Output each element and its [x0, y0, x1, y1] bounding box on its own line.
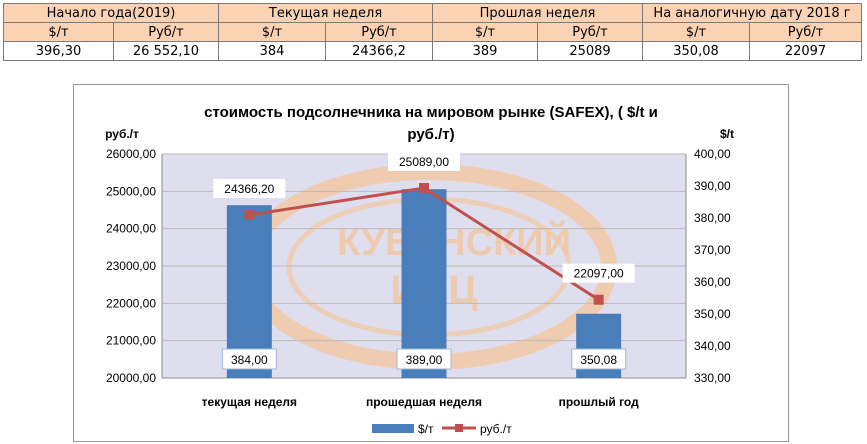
combo-chart: КУБАНСКИЙИАЦ 20000,0021000,0022000,00230… — [105, 104, 734, 436]
header-last-week: Прошлая неделя — [432, 3, 644, 23]
category-axis: текущая неделя прошедшая неделя прошлый го… — [202, 395, 639, 409]
left-tick-label: 22000,00 — [106, 296, 156, 310]
left-tick-label: 21000,00 — [106, 334, 156, 348]
value-cell: 389 — [432, 41, 539, 61]
right-tick-label: 360,00 — [694, 275, 731, 289]
right-tick-label: 380,00 — [694, 211, 731, 225]
table-header-row: Начало года(2019) Текущая неделя Прошлая… — [3, 3, 863, 23]
line-label-box — [213, 178, 286, 198]
bar — [401, 189, 447, 378]
bar-label-box — [396, 348, 452, 370]
category-label: текущая неделя — [202, 395, 297, 409]
header-year-start: Начало года(2019) — [3, 3, 219, 23]
legend-bar-label: $/т — [418, 422, 434, 436]
value-cell: 350,08 — [642, 41, 751, 61]
line-point — [593, 294, 604, 305]
bar-label-box — [571, 348, 627, 370]
unit-cell: $/т — [642, 22, 751, 42]
value-cell: 22097 — [749, 41, 863, 61]
value-cell: 25089 — [537, 41, 644, 61]
unit-cell: $/т — [432, 22, 539, 42]
table-values-row: 396,30 26 552,10 384 24366,2 389 25089 3… — [3, 41, 863, 61]
unit-cell: Руб/т — [537, 22, 644, 42]
bar-data-label: 384,00 — [231, 353, 268, 367]
value-cell: 26 552,10 — [113, 41, 219, 61]
unit-cell: Руб/т — [324, 22, 434, 42]
unit-cell: Руб/т — [749, 22, 863, 42]
unit-cell: $/т — [218, 22, 326, 42]
value-cell: 384 — [218, 41, 326, 61]
right-tick-label: 390,00 — [694, 179, 731, 193]
bar-label-box — [221, 348, 277, 370]
right-tick-label: 370,00 — [694, 243, 731, 257]
bar-series: 384,00 389,00 350,08 — [221, 189, 627, 378]
left-tick-label: 25000,00 — [106, 184, 156, 198]
chart-title-line1: стоимость подсолнечника на мировом рынке… — [204, 104, 658, 121]
price-table: Начало года(2019) Текущая неделя Прошлая… — [3, 3, 863, 61]
value-cell: 396,30 — [3, 41, 114, 61]
bar-data-label: 350,08 — [580, 353, 617, 367]
line-data-label: 24366,20 — [224, 182, 274, 196]
unit-cell: $/т — [3, 22, 114, 42]
left-tick-label: 20000,00 — [106, 371, 156, 385]
chart-frame: КУБАНСКИЙИАЦ 20000,0021000,0022000,00230… — [73, 84, 789, 442]
category-label: прошедшая неделя — [366, 395, 482, 409]
right-axis: 330,00 340,00 350,00 360,00 370,00 380,00 390,… — [685, 147, 731, 385]
legend-bar-swatch — [372, 424, 414, 433]
left-axis: 20000,00 21000,00 22000,00 23000,00 24000,00… — [106, 147, 163, 385]
left-axis-title: руб./т — [105, 127, 139, 141]
legend: $/т руб./т — [372, 422, 512, 436]
right-tick-label: 340,00 — [694, 339, 731, 353]
line-label-box — [562, 263, 635, 283]
line-point — [244, 209, 255, 220]
line-point — [419, 183, 429, 194]
line-label-box — [388, 152, 460, 172]
line-series: 24366,20 25089,00 22097,00 — [213, 152, 635, 305]
legend-line-marker — [455, 424, 463, 432]
left-tick-label: 23000,00 — [106, 259, 156, 273]
watermark-text-line1: КУБАНСКИЙ — [337, 219, 571, 264]
bar-data-label: 389,00 — [406, 353, 443, 367]
line-data-label: 25089,00 — [399, 155, 449, 169]
chart-title-line2: руб./т) — [407, 126, 454, 143]
right-tick-label: 400,00 — [694, 147, 731, 161]
header-same-date-2018: На аналогичную дату 2018 г — [642, 3, 863, 23]
category-label: прошлый год — [559, 395, 640, 409]
line-data-label: 22097,00 — [574, 267, 624, 281]
legend-line-label: руб./т — [480, 422, 512, 436]
right-axis-title: $/t — [720, 127, 734, 141]
value-cell: 24366,2 — [324, 41, 434, 61]
left-tick-label: 24000,00 — [106, 222, 156, 236]
unit-cell: Руб/т — [113, 22, 219, 42]
left-tick-label: 26000,00 — [106, 147, 156, 161]
right-tick-label: 330,00 — [694, 371, 731, 385]
right-tick-label: 350,00 — [694, 307, 731, 321]
header-current-week: Текущая неделя — [217, 3, 434, 23]
table-units-row: $/т Руб/т $/т Руб/т $/т Руб/т $/т Руб/т — [3, 22, 863, 42]
